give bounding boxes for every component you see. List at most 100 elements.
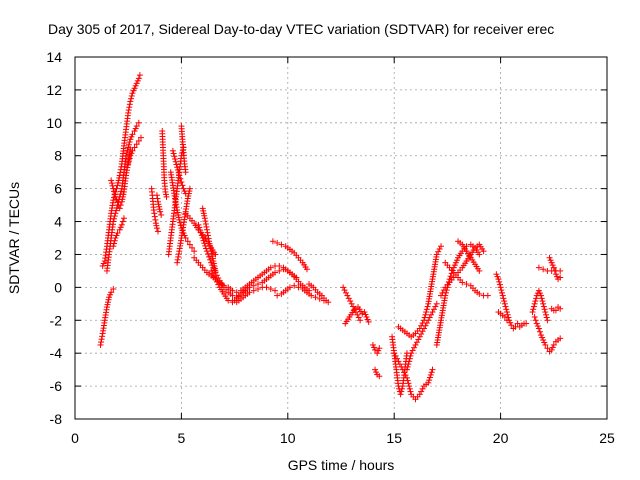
data-point: [120, 215, 127, 222]
x-tick-label: 25: [599, 430, 615, 446]
data-point: [267, 264, 274, 271]
data-point: [174, 259, 181, 266]
data-point: [425, 379, 432, 386]
data-point: [502, 303, 509, 310]
data-point: [439, 289, 446, 296]
data-point: [398, 388, 405, 395]
data-point: [202, 221, 209, 228]
data-point: [438, 292, 445, 299]
data-point: [396, 361, 403, 368]
data-point: [394, 355, 401, 362]
data-point: [114, 230, 121, 237]
data-point: [429, 309, 436, 316]
data-point: [550, 264, 557, 271]
data-point: [357, 317, 364, 324]
data-point: [425, 317, 432, 324]
data-point: [172, 198, 179, 205]
data-point: [111, 188, 118, 195]
data-point: [372, 346, 379, 353]
y-tick-label: 10: [46, 115, 62, 131]
data-point: [495, 276, 502, 283]
data-point: [432, 303, 439, 310]
plot-frame: [74, 56, 608, 420]
data-point: [438, 243, 445, 250]
data-point: [531, 313, 538, 320]
data-point: [406, 355, 413, 362]
data-point: [263, 284, 270, 291]
data-point: [476, 251, 483, 258]
data-point: [476, 267, 483, 274]
data-point: [177, 175, 184, 182]
data-point: [136, 72, 143, 79]
data-point: [189, 244, 196, 251]
data-point: [543, 314, 550, 321]
data-point: [539, 298, 546, 305]
data-point: [323, 297, 330, 304]
data-point: [499, 292, 506, 299]
data-point: [550, 341, 557, 348]
data-point: [406, 383, 413, 390]
y-axis-title: SDTVAR / TECUs: [6, 182, 22, 294]
data-point: [402, 372, 409, 379]
data-point: [426, 377, 433, 384]
data-point: [154, 195, 161, 202]
data-point: [246, 289, 253, 296]
data-point: [153, 192, 160, 199]
data-point: [197, 229, 204, 236]
data-point: [523, 320, 530, 327]
data-point: [532, 298, 539, 305]
data-point: [503, 317, 510, 324]
data-points: [97, 72, 564, 403]
data-point: [199, 235, 206, 241]
data-point: [419, 385, 426, 392]
x-tick-label: 10: [280, 430, 296, 446]
data-point: [178, 179, 185, 186]
data-point: [422, 322, 429, 329]
data-point: [274, 239, 281, 246]
data-point: [175, 253, 182, 260]
data-point: [278, 241, 285, 248]
data-point: [154, 228, 161, 235]
data-point: [128, 92, 135, 99]
data-point: [169, 147, 176, 154]
y-tick-label: -8: [50, 411, 63, 427]
data-point: [501, 298, 508, 305]
data-point: [418, 388, 425, 395]
data-point: [341, 287, 348, 294]
data-point: [118, 221, 125, 228]
data-point: [207, 256, 214, 263]
data-point: [433, 251, 440, 258]
data-point: [127, 98, 134, 105]
data-point: [126, 101, 133, 108]
data-point: [447, 273, 454, 280]
x-tick-label: 20: [493, 430, 509, 446]
data-point: [135, 75, 142, 82]
data-point: [413, 339, 420, 346]
data-point: [267, 286, 274, 293]
data-point: [436, 245, 443, 252]
data-point: [157, 208, 164, 215]
data-point: [433, 300, 440, 307]
data-point: [480, 248, 487, 255]
data-point: [429, 366, 436, 373]
data-point: [418, 330, 425, 337]
data-point: [404, 377, 411, 384]
data-point: [208, 267, 215, 274]
data-point: [125, 107, 132, 114]
data-point: [416, 333, 423, 340]
y-tick-label: -6: [50, 378, 63, 394]
data-point: [137, 134, 144, 141]
data-point: [514, 320, 521, 327]
data-point: [533, 295, 540, 302]
data-point: [174, 166, 181, 173]
data-point: [213, 278, 220, 285]
data-point: [399, 385, 406, 392]
data-point: [211, 273, 218, 280]
data-point: [174, 256, 181, 263]
data-point: [344, 292, 351, 299]
data-point: [255, 286, 262, 293]
data-point: [110, 218, 117, 225]
data-point: [229, 297, 236, 304]
data-point: [151, 213, 158, 220]
data-point: [529, 309, 536, 316]
